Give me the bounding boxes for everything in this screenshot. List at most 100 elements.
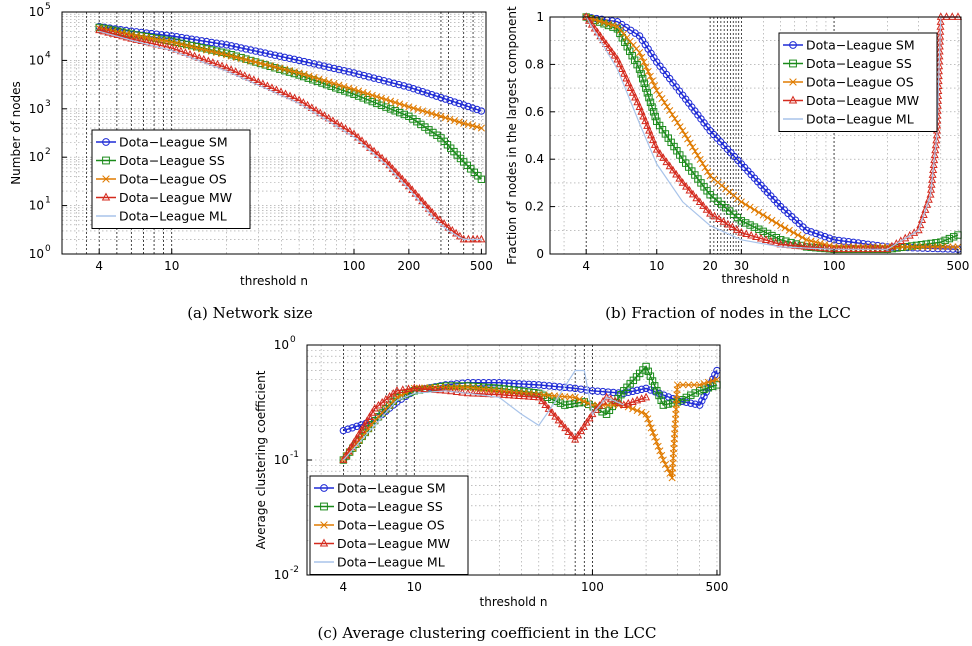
data-point — [675, 173, 684, 182]
data-point — [695, 197, 704, 206]
series-5 — [99, 30, 482, 240]
data-point — [708, 382, 717, 391]
data-point — [932, 239, 940, 247]
data-point — [534, 392, 543, 401]
data-point — [934, 243, 942, 251]
data-point — [710, 211, 719, 220]
data-point — [602, 392, 611, 401]
data-point — [469, 122, 477, 130]
data-point — [659, 153, 668, 161]
data-point — [479, 389, 488, 397]
data-point — [365, 412, 374, 421]
data-point — [649, 428, 657, 437]
data-point — [701, 164, 709, 172]
data-point — [577, 385, 585, 393]
data-point — [391, 107, 399, 115]
data-point — [772, 219, 780, 227]
data-point — [638, 53, 646, 61]
data-point — [272, 85, 281, 94]
data-point — [641, 116, 650, 125]
x-tick-label: 500 — [470, 259, 493, 273]
data-point — [794, 231, 802, 239]
data-point — [305, 58, 313, 67]
data-point — [649, 108, 658, 116]
data-point — [300, 70, 308, 79]
data-point — [409, 104, 417, 112]
data-point — [691, 389, 699, 397]
data-point — [682, 393, 691, 402]
data-point — [659, 456, 667, 464]
data-point — [290, 55, 298, 64]
data-point — [637, 385, 646, 394]
data-point — [396, 100, 404, 108]
data-point — [320, 484, 328, 492]
data-point — [761, 235, 770, 243]
data-point — [414, 105, 422, 114]
legend-label: Dota−League MW — [806, 93, 919, 108]
legend-label: Dota−League SS — [337, 499, 443, 514]
data-point — [520, 380, 528, 388]
data-point — [266, 50, 274, 58]
data-point — [746, 203, 754, 211]
data-point — [830, 236, 838, 244]
data-point — [682, 398, 691, 406]
data-point — [706, 208, 715, 217]
data-point — [747, 230, 756, 239]
data-point — [325, 78, 333, 86]
legend: Dota−League SM Dota−League SS Dota−League … — [91, 129, 251, 229]
data-point — [700, 380, 708, 388]
data-point — [415, 383, 424, 392]
data-point — [404, 384, 413, 393]
data-point — [638, 408, 646, 416]
legend-label: Dota−League OS — [119, 172, 227, 187]
data-point — [547, 408, 557, 416]
data-point — [698, 397, 706, 405]
data-point — [653, 386, 661, 395]
data-point — [909, 243, 917, 251]
data-point — [859, 244, 868, 253]
data-point — [424, 204, 433, 212]
x-tick-label: 10 — [407, 580, 422, 594]
data-point — [715, 214, 724, 223]
data-point — [921, 205, 930, 213]
legend-label: Dota−League ML — [806, 112, 914, 127]
data-point — [375, 75, 383, 84]
data-point — [556, 399, 565, 407]
data-point — [854, 244, 863, 253]
data-point — [691, 147, 699, 155]
data-point — [679, 127, 687, 135]
data-point — [949, 243, 957, 251]
data-point — [377, 94, 385, 102]
data-point — [742, 200, 750, 209]
data-point — [923, 200, 932, 208]
legend-label: Dota−League MW — [337, 536, 450, 551]
data-point — [668, 111, 676, 119]
data-point — [423, 108, 431, 116]
data-point — [655, 391, 663, 400]
data-point — [624, 78, 633, 87]
data-point — [137, 36, 146, 44]
data-point — [118, 31, 127, 40]
data-point — [812, 238, 820, 246]
data-point — [391, 98, 399, 107]
y-tick-label: 10 — [29, 247, 44, 261]
y-tick-label: 0.6 — [525, 105, 544, 119]
data-point — [691, 400, 699, 408]
data-point — [469, 388, 478, 397]
data-point — [633, 60, 641, 69]
data-point — [709, 377, 717, 385]
data-point — [648, 135, 657, 144]
data-point — [588, 409, 597, 418]
data-point — [645, 126, 654, 134]
series-5 — [342, 369, 625, 461]
data-point — [551, 411, 560, 420]
data-point — [132, 35, 141, 43]
x-tick-label: 20 — [702, 259, 717, 273]
data-point — [732, 225, 741, 233]
data-point — [524, 391, 533, 400]
data-point — [630, 56, 639, 64]
data-point — [464, 234, 473, 243]
y-tick-label: 10 — [29, 102, 44, 116]
legend-box — [309, 475, 469, 575]
data-point — [645, 93, 653, 102]
